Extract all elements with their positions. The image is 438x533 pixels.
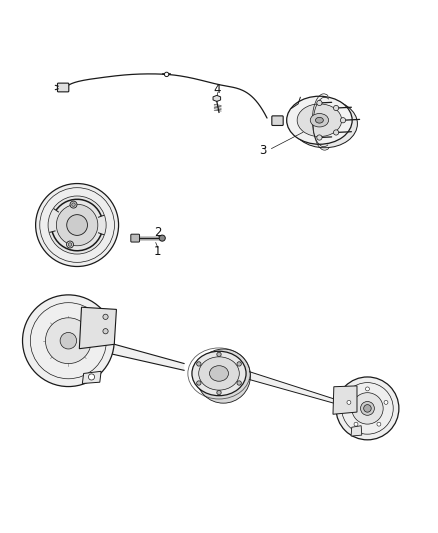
Circle shape — [197, 381, 201, 385]
Circle shape — [88, 374, 95, 380]
Circle shape — [317, 100, 322, 106]
Circle shape — [35, 183, 119, 266]
Circle shape — [67, 215, 88, 236]
Circle shape — [340, 118, 346, 123]
Circle shape — [60, 333, 77, 349]
Circle shape — [333, 130, 339, 135]
FancyBboxPatch shape — [57, 83, 69, 92]
Circle shape — [103, 314, 108, 319]
Circle shape — [347, 400, 351, 405]
Circle shape — [217, 390, 221, 395]
Circle shape — [384, 400, 388, 405]
Circle shape — [72, 203, 75, 206]
Circle shape — [365, 387, 369, 391]
Text: 2: 2 — [154, 226, 162, 239]
Circle shape — [377, 422, 381, 426]
FancyBboxPatch shape — [272, 116, 283, 125]
Circle shape — [237, 362, 241, 366]
Circle shape — [196, 349, 251, 403]
Circle shape — [57, 204, 98, 246]
Polygon shape — [79, 307, 117, 349]
Circle shape — [103, 329, 108, 334]
Text: 1: 1 — [154, 245, 162, 258]
Circle shape — [336, 377, 399, 440]
Ellipse shape — [310, 114, 328, 127]
Polygon shape — [333, 386, 357, 414]
Circle shape — [364, 405, 371, 412]
Text: 4: 4 — [213, 83, 221, 96]
Ellipse shape — [192, 351, 246, 395]
Circle shape — [164, 72, 169, 77]
Circle shape — [22, 295, 114, 386]
Ellipse shape — [287, 96, 352, 144]
Polygon shape — [351, 426, 362, 436]
Polygon shape — [82, 372, 101, 384]
Ellipse shape — [199, 357, 239, 390]
Ellipse shape — [292, 100, 357, 148]
Polygon shape — [250, 372, 344, 406]
Circle shape — [354, 422, 358, 426]
Polygon shape — [213, 95, 221, 101]
Circle shape — [68, 243, 72, 246]
Circle shape — [46, 318, 91, 364]
Circle shape — [352, 393, 383, 424]
Circle shape — [360, 401, 374, 415]
Circle shape — [217, 352, 221, 357]
Circle shape — [67, 241, 74, 248]
Ellipse shape — [209, 366, 229, 381]
Circle shape — [237, 381, 241, 385]
Circle shape — [197, 362, 201, 366]
FancyBboxPatch shape — [131, 234, 140, 242]
Circle shape — [48, 196, 106, 254]
Circle shape — [317, 135, 322, 140]
Circle shape — [333, 106, 339, 111]
Ellipse shape — [297, 104, 342, 136]
Ellipse shape — [315, 117, 323, 123]
Circle shape — [159, 235, 165, 241]
Circle shape — [70, 201, 77, 208]
Polygon shape — [94, 338, 184, 370]
Text: 3: 3 — [259, 144, 266, 157]
